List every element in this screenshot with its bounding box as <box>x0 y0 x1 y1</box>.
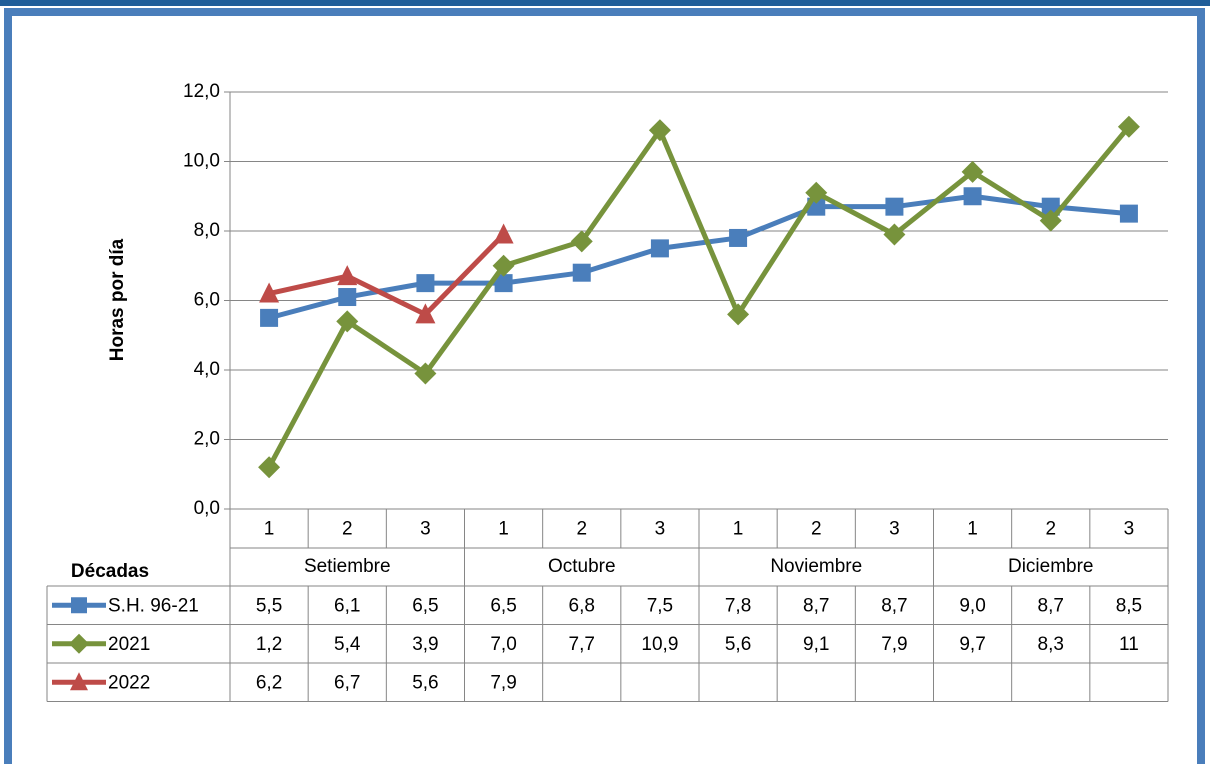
marker <box>961 160 984 183</box>
x-tick-label: 2 <box>576 519 587 540</box>
group-label: Noviembre <box>770 556 862 577</box>
table-value: 8,7 <box>881 595 907 616</box>
table-value: 9,7 <box>959 634 985 655</box>
group-label: Diciembre <box>1008 556 1094 577</box>
table-value: 8,3 <box>1038 634 1064 655</box>
marker <box>963 187 982 206</box>
marker <box>729 228 748 247</box>
frame <box>4 8 1205 764</box>
table-value: 7,9 <box>490 672 516 693</box>
table-value: 7,7 <box>569 634 595 655</box>
marker <box>727 303 750 326</box>
marker <box>650 239 669 258</box>
marker <box>572 263 591 282</box>
legend-label: 2022 <box>108 672 150 693</box>
x-tick-label: 3 <box>420 519 431 540</box>
table-value: 9,1 <box>803 634 829 655</box>
y-tick-label: 0,0 <box>194 498 220 519</box>
legend-key-marker <box>70 672 88 691</box>
x-tick-label: 2 <box>342 519 353 540</box>
y-axis-title: Horas por día <box>107 238 128 361</box>
marker <box>492 254 515 277</box>
y-tick-label: 10,0 <box>183 151 220 172</box>
table-value: 3,9 <box>412 634 438 655</box>
group-label: Setiembre <box>304 556 391 577</box>
x-tick-label: 1 <box>498 519 509 540</box>
x-tick-label: 3 <box>1124 519 1135 540</box>
marker <box>416 274 435 293</box>
x-tick-label: 1 <box>264 519 275 540</box>
x-tick-label: 3 <box>889 519 900 540</box>
table-value: 10,9 <box>641 634 678 655</box>
table-value: 6,5 <box>412 595 438 616</box>
group-label: Octubre <box>548 556 616 577</box>
series-line <box>266 125 1131 469</box>
legend-label: 2021 <box>108 634 150 655</box>
table-value: 8,7 <box>1038 595 1064 616</box>
table-value: 5,5 <box>256 595 282 616</box>
legend-label: S.H. 96-21 <box>108 595 199 616</box>
table-value: 1,2 <box>256 634 282 655</box>
table-value: 7,9 <box>881 634 907 655</box>
table-value: 5,6 <box>725 634 751 655</box>
marker <box>648 119 671 142</box>
table-value: 9,0 <box>959 595 985 616</box>
table-value: 11 <box>1119 634 1139 655</box>
table-value: 7,0 <box>490 634 516 655</box>
table-value: 7,8 <box>725 595 751 616</box>
legend-key-marker <box>69 633 89 654</box>
marker <box>414 362 437 385</box>
table-value: 7,5 <box>647 595 673 616</box>
marker <box>338 288 357 307</box>
y-tick-label: 2,0 <box>194 429 220 450</box>
marker <box>259 282 280 303</box>
table-value: 8,7 <box>803 595 829 616</box>
table-value: 8,5 <box>1116 595 1142 616</box>
marker <box>883 223 906 246</box>
marker <box>415 303 436 324</box>
table-value: 6,7 <box>334 672 360 693</box>
x-tick-label: 2 <box>1045 519 1056 540</box>
marker <box>1117 115 1140 138</box>
x-axis-title: Décadas <box>71 561 149 582</box>
marker <box>337 265 358 286</box>
table-value: 5,6 <box>412 672 438 693</box>
table-value: 6,2 <box>256 672 282 693</box>
x-tick-label: 3 <box>655 519 666 540</box>
y-tick-label: 12,0 <box>183 81 220 102</box>
marker <box>260 308 279 327</box>
y-tick-label: 4,0 <box>194 359 220 380</box>
x-tick-label: 1 <box>967 519 978 540</box>
marker <box>1039 209 1062 232</box>
marker <box>570 230 593 253</box>
table-value: 6,5 <box>490 595 516 616</box>
marker <box>805 181 828 204</box>
table-value: 5,4 <box>334 634 361 655</box>
marker <box>258 456 281 479</box>
marker <box>494 274 513 293</box>
x-tick-label: 2 <box>811 519 822 540</box>
table-value: 6,1 <box>334 595 360 616</box>
y-tick-label: 8,0 <box>194 220 220 241</box>
marker <box>1041 197 1060 216</box>
series-line <box>268 232 506 317</box>
frame-top <box>0 0 1210 6</box>
y-tick-label: 6,0 <box>194 290 220 311</box>
x-tick-label: 1 <box>733 519 744 540</box>
marker <box>493 223 514 244</box>
table-value: 6,8 <box>569 595 595 616</box>
marker <box>885 197 904 216</box>
marker <box>1119 204 1138 223</box>
legend-key-marker <box>71 597 87 614</box>
marker <box>336 310 359 333</box>
series-line <box>268 193 1130 321</box>
